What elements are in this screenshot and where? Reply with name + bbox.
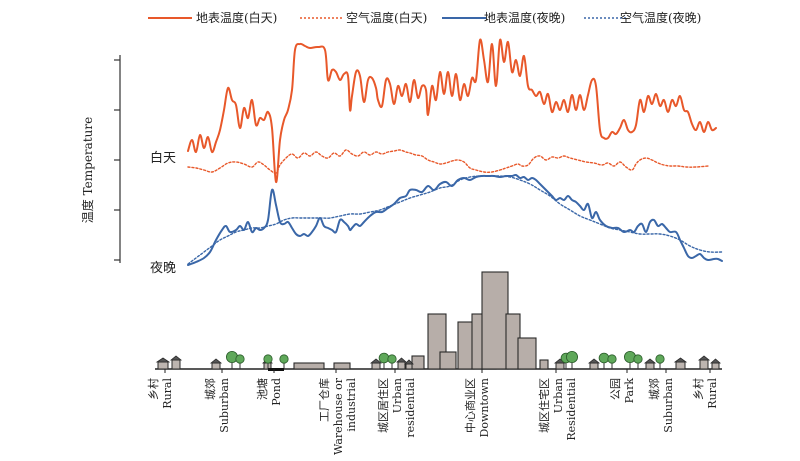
y-axis <box>114 55 121 263</box>
building-10 <box>539 359 549 370</box>
category-cn-9: 乡村 <box>691 378 705 400</box>
pond <box>268 368 284 371</box>
house-icon-7 <box>553 358 567 370</box>
category-en-7: Park <box>623 378 636 404</box>
legend-label-2: 地表温度(夜晚) <box>484 10 565 25</box>
building-2 <box>411 355 425 370</box>
series-line-3 <box>187 175 723 265</box>
category-cn-8: 城郊 <box>648 378 661 400</box>
legend-label-0: 地表温度(白天) <box>196 10 277 25</box>
building-0 <box>293 362 325 370</box>
building-4 <box>439 351 457 370</box>
day-annotation: 白天 <box>150 150 176 166</box>
building-1 <box>333 362 351 370</box>
series-line-1 <box>187 149 709 174</box>
house-icon-10 <box>673 357 688 370</box>
legend-label-1: 空气温度(白天) <box>346 10 427 25</box>
tree-icon-9 <box>607 354 617 369</box>
category-labels: 乡村 Rural 城郊 Suburban 池塘 Pond 工厂仓库 Warehouse ori… <box>146 369 719 455</box>
house-icon-8 <box>587 358 601 370</box>
y-axis-label: 温度 Temperature <box>80 117 95 223</box>
house-icon-4 <box>369 358 383 370</box>
tree-icon-7 <box>566 350 579 369</box>
house-icon-1 <box>169 355 183 370</box>
house-icon-12 <box>709 358 722 370</box>
category-cn-7: 公园 <box>609 378 622 400</box>
house-icon-11 <box>697 355 711 370</box>
tree-icon-8 <box>598 352 610 369</box>
night-annotation: 夜晚 <box>150 261 176 276</box>
tree-icon-2 <box>263 354 273 369</box>
category-cn-6: 城区住宅区 <box>537 378 551 433</box>
category-en-1: Suburban <box>218 378 231 433</box>
category-en-0: Rural <box>161 378 174 409</box>
series-line-0 <box>187 38 717 184</box>
category-en-8: Suburban <box>662 378 675 433</box>
category-cn-4: 城区居住区 <box>376 378 390 433</box>
house-icon-6 <box>404 359 414 370</box>
category-en-9: Rural <box>706 378 719 409</box>
category-cn-2: 池塘 <box>255 378 269 400</box>
building-7 <box>481 271 509 370</box>
category-en-5: Downtown <box>478 378 491 438</box>
building-9 <box>517 337 537 370</box>
tree-icon-1 <box>235 354 245 369</box>
tree-icon-12 <box>655 354 665 369</box>
legend: 地表温度(白天) 空气温度(白天) 地表温度(夜晚) 空气温度(夜晚) <box>148 10 701 25</box>
category-en-6: UrbanResidential <box>552 378 578 441</box>
category-en-4: Urbanresidential <box>391 378 417 438</box>
category-en-3: Warehouse orindustrial <box>332 377 358 455</box>
category-cn-0: 乡村 <box>146 378 160 400</box>
legend-label-3: 空气温度(夜晚) <box>620 10 701 25</box>
series-line-2 <box>187 173 723 266</box>
category-cn-5: 中心商业区 <box>463 378 477 433</box>
tree-icon-3 <box>279 354 289 369</box>
house-icon-5 <box>395 357 408 370</box>
series-layer <box>187 38 723 266</box>
city-profile <box>155 271 722 371</box>
tree-icon-4 <box>378 352 390 369</box>
category-cn-1: 城郊 <box>204 378 217 400</box>
category-cn-3: 工厂仓库 <box>317 378 331 422</box>
house-icon-0 <box>155 357 171 370</box>
house-icon-2 <box>209 358 223 370</box>
house-icon-9 <box>643 358 657 370</box>
category-en-2: Pond <box>270 378 283 406</box>
tree-icon-11 <box>633 354 643 369</box>
tree-icon-10 <box>624 350 637 369</box>
tree-icon-5 <box>387 354 397 369</box>
